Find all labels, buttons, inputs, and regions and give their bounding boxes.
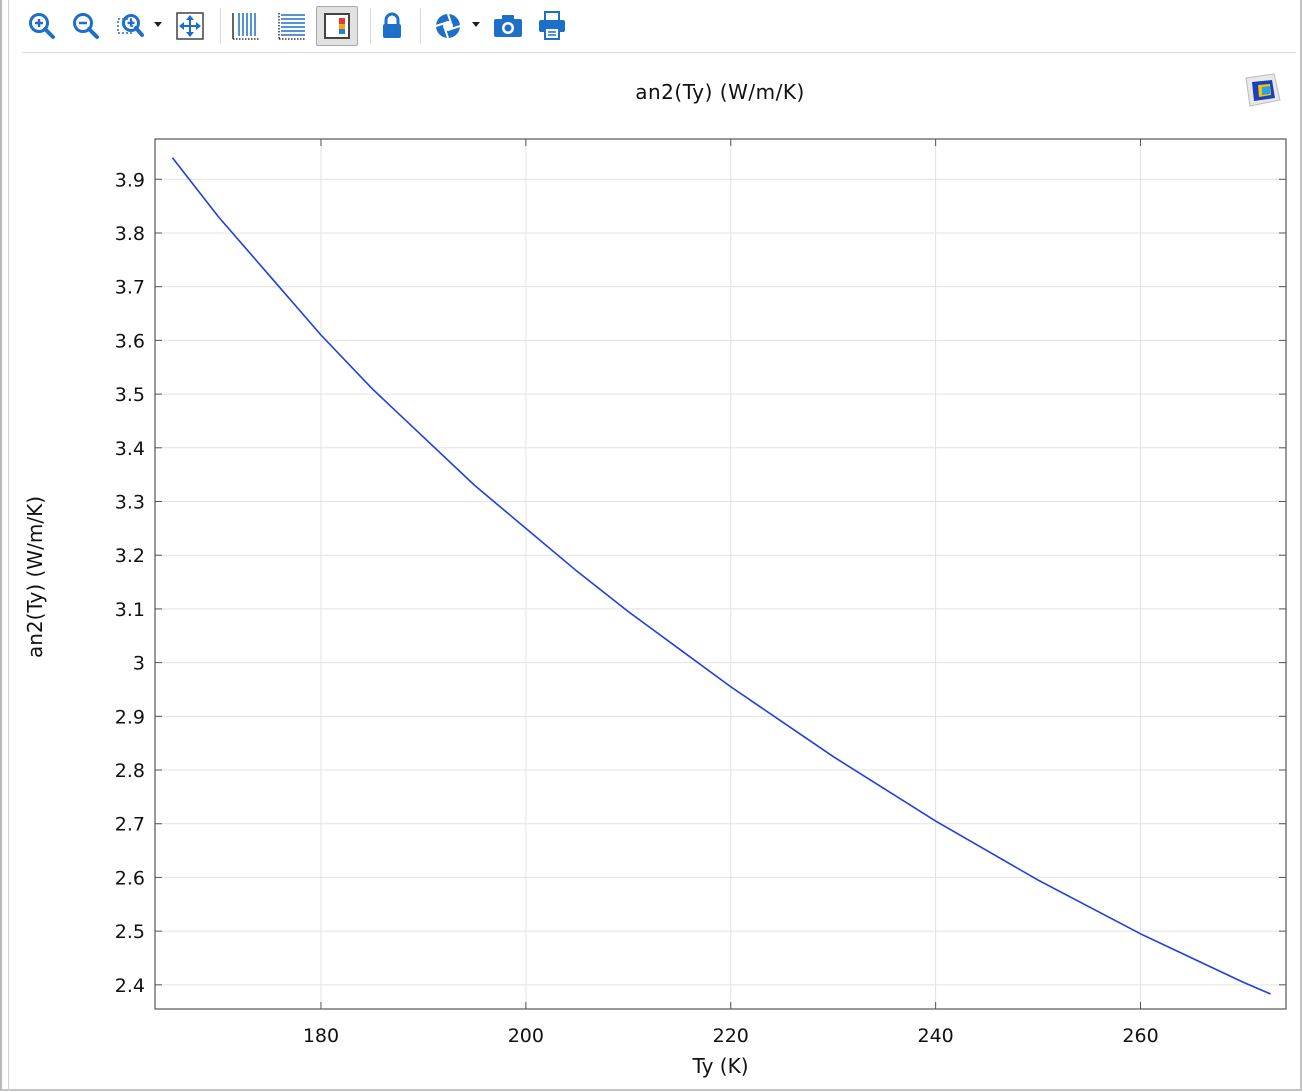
lock-axis-button[interactable] [374, 8, 410, 44]
y-tick-label: 3.2 [115, 545, 145, 567]
x-tick-label: 220 [713, 1025, 749, 1047]
x-tick-label: 260 [1122, 1025, 1158, 1047]
plot-settings-corner-icon[interactable] [1240, 70, 1284, 110]
y-tick-label: 3 [133, 653, 145, 675]
y-tick-label: 3.8 [115, 223, 145, 245]
y-grid-button[interactable] [274, 8, 310, 44]
vertical-grid-icon [232, 13, 259, 40]
axis-ticks [155, 139, 1286, 1009]
y-tick-label: 3.6 [115, 330, 145, 352]
scene-light-dropdown-caret[interactable] [472, 22, 480, 27]
color-legend-icon [324, 13, 350, 39]
zoom-in-button[interactable] [24, 8, 60, 44]
y-tick-label: 3.5 [115, 384, 145, 406]
y-tick-label: 3.7 [115, 277, 145, 299]
x-grid-button[interactable] [228, 8, 264, 44]
zoom-box-dropdown-caret[interactable] [154, 22, 162, 27]
scene-light-button[interactable] [430, 8, 466, 44]
toolbar-separator [220, 8, 221, 44]
plot-toolbar [22, 0, 1296, 53]
zoom-out-button[interactable] [68, 8, 104, 44]
camera-icon [494, 15, 522, 37]
y-tick-label: 3.4 [115, 438, 145, 460]
x-tick-label: 240 [918, 1025, 954, 1047]
series-line [171, 157, 1271, 995]
zoom-box-button[interactable] [112, 8, 148, 44]
grid-lines [155, 139, 1286, 1009]
toolbar-separator [420, 8, 421, 44]
print-button[interactable] [534, 8, 570, 44]
y-axis-label: an2(Ty) (W/m/K) [23, 496, 47, 658]
toolbar-separator [370, 8, 371, 44]
plot-area-frame [154, 138, 1287, 1010]
zoom-box-icon [117, 14, 144, 37]
series-layer [171, 157, 1271, 995]
window-edge-line [8, 0, 9, 1091]
lock-icon [383, 12, 401, 38]
zoom-extents-button[interactable] [172, 8, 208, 44]
aperture-icon [435, 13, 461, 39]
plot-title: an2(Ty) (W/m/K) [635, 80, 805, 104]
tick-labels: 180 200 220 240 260 2.4 2.5 2.6 2.7 2.8 2.9 3 3.1 3.2… [115, 169, 1159, 1047]
x-tick-label: 180 [303, 1025, 339, 1047]
y-tick-label: 3.3 [115, 492, 145, 514]
legend-toggle-button[interactable] [316, 6, 358, 46]
y-tick-label: 3.1 [115, 599, 145, 621]
zoom-extents-icon [176, 12, 204, 40]
x-tick-label: 200 [508, 1025, 544, 1047]
y-tick-label: 3.9 [115, 169, 145, 191]
y-tick-label: 2.6 [115, 867, 145, 889]
comsol-cube-icon [1245, 73, 1281, 107]
x-axis-label: Ty (K) [691, 1054, 748, 1078]
y-tick-label: 2.5 [115, 921, 145, 943]
zoom-out-icon [73, 13, 99, 39]
y-tick-label: 2.4 [115, 975, 145, 997]
y-tick-label: 2.7 [115, 814, 145, 836]
printer-icon [539, 11, 565, 40]
horizontal-grid-icon [278, 13, 305, 40]
y-tick-label: 2.8 [115, 760, 145, 782]
y-tick-label: 2.9 [115, 706, 145, 728]
zoom-in-icon [29, 13, 55, 39]
image-snapshot-button[interactable] [490, 8, 526, 44]
